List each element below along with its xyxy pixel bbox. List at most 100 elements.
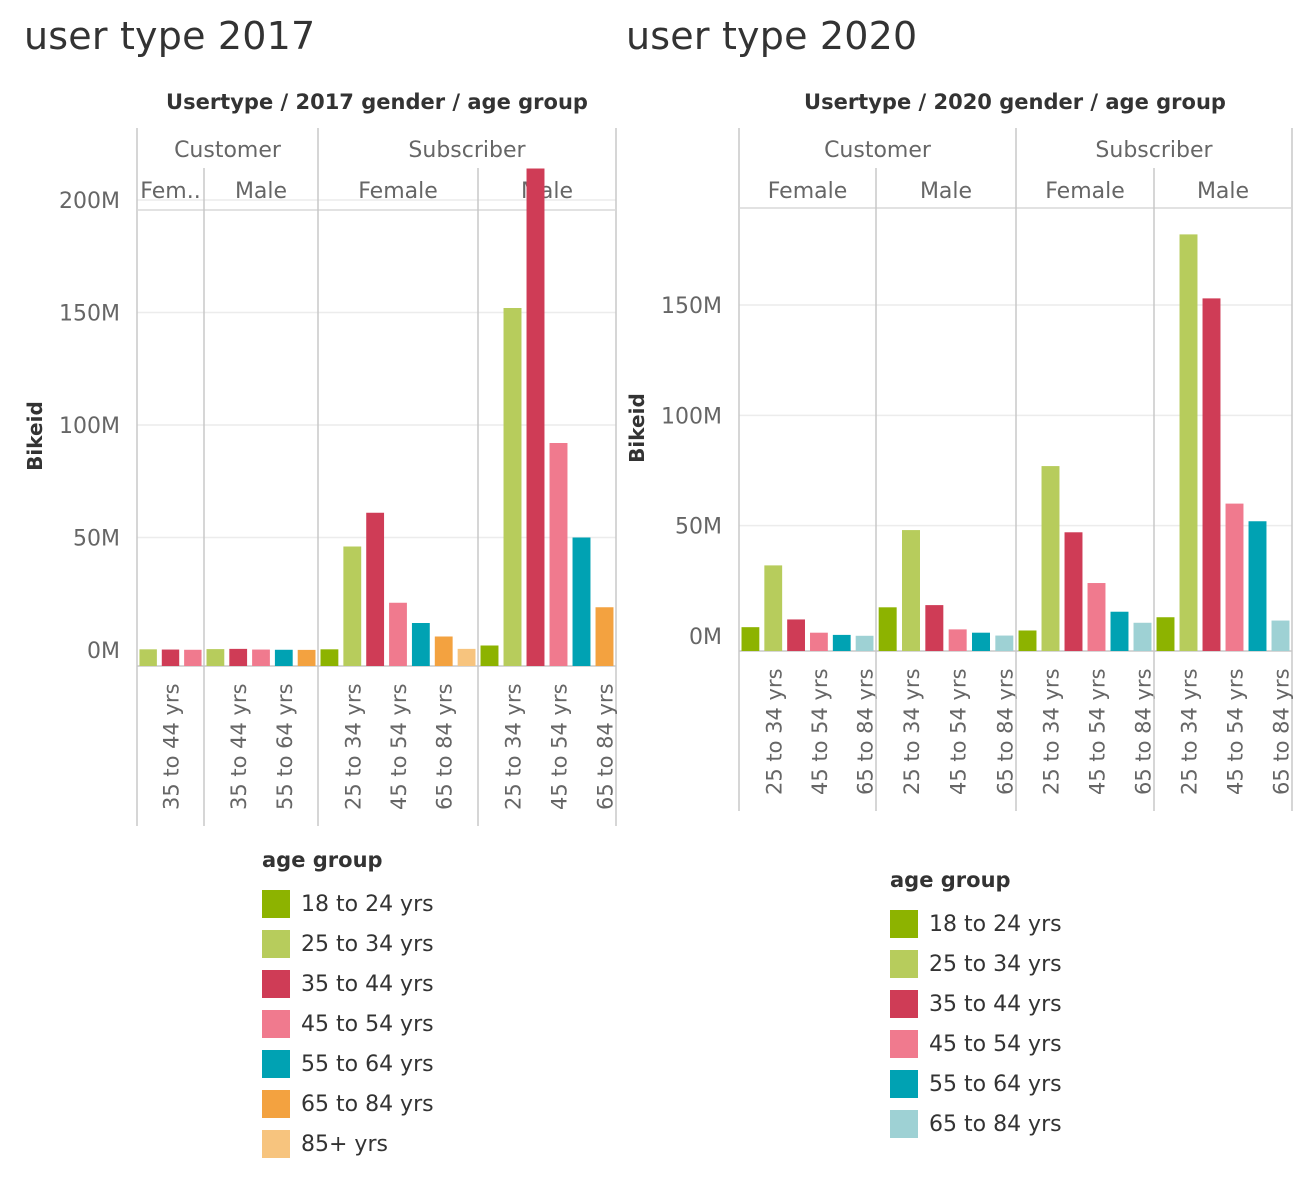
x-tick-label: 35 to 44 yrs: [227, 683, 251, 810]
bar: [480, 645, 499, 666]
bar: [902, 530, 920, 651]
y-tick-label: 200M: [59, 189, 120, 214]
y-tick-label: 150M: [59, 302, 120, 327]
chart-title-2020: user type 2020: [626, 14, 918, 58]
x-tick-label: 65 to 84 yrs: [993, 668, 1017, 795]
legend-swatch: [890, 1110, 918, 1138]
bar: [1202, 298, 1221, 651]
bar: [229, 648, 248, 666]
legend-item: 65 to 84 yrs: [262, 1084, 434, 1124]
bar: [526, 168, 545, 666]
bar: [925, 605, 944, 651]
bar: [297, 649, 316, 666]
bar: [206, 649, 225, 666]
legend-label: 85+ yrs: [301, 1131, 388, 1157]
x-tick-label: 25 to 34 yrs: [502, 683, 526, 810]
y-tick-label: 50M: [675, 515, 722, 540]
bar: [434, 636, 453, 666]
legend-swatch: [262, 930, 290, 958]
bar: [411, 623, 430, 666]
bar: [389, 602, 407, 666]
bar: [1179, 234, 1198, 652]
legend-swatch: [262, 970, 290, 998]
bar: [878, 607, 897, 651]
x-tick-label: 45 to 54 yrs: [387, 683, 411, 810]
legend-item: 65 to 84 yrs: [890, 1104, 1062, 1144]
legend-item: 35 to 44 yrs: [890, 984, 1062, 1024]
legend-item: 55 to 64 yrs: [890, 1064, 1062, 1104]
legend-label: 55 to 64 yrs: [929, 1071, 1062, 1097]
bar: [139, 649, 157, 666]
bar: [787, 619, 805, 651]
bar: [995, 635, 1014, 651]
x-tick-label: 25 to 34 yrs: [1040, 668, 1064, 795]
legend-swatch: [890, 1030, 918, 1058]
legend-item: 55 to 64 yrs: [262, 1044, 434, 1084]
gender-label: Fem..: [140, 179, 200, 204]
gender-label: Male: [1197, 179, 1249, 204]
legend-item: 85+ yrs: [262, 1124, 434, 1164]
x-tick-label: 45 to 54 yrs: [548, 683, 572, 810]
x-tick-label: 25 to 34 yrs: [900, 668, 924, 795]
bar: [572, 537, 591, 666]
y-tick-label: 100M: [59, 414, 120, 439]
usertype-label: Customer: [824, 138, 932, 163]
legend-label: 45 to 54 yrs: [301, 1011, 434, 1037]
header-title: Usertype / 2020 gender / age group: [804, 90, 1226, 114]
gender-label: Female: [1045, 179, 1125, 204]
y-tick-label: 50M: [73, 527, 120, 552]
gender-label: Male: [920, 179, 972, 204]
bar: [1018, 630, 1037, 651]
bar: [252, 649, 270, 666]
legend-label: 18 to 24 yrs: [301, 891, 434, 917]
legend-label: 35 to 44 yrs: [301, 971, 434, 997]
legend-swatch: [890, 950, 918, 978]
y-axis-label: Bikeid: [23, 401, 47, 471]
legend-title: age group: [262, 848, 383, 872]
y-tick-label: 0M: [87, 639, 120, 664]
legend-item: 18 to 24 yrs: [262, 884, 434, 924]
bar: [184, 649, 202, 666]
bar: [1087, 583, 1106, 651]
legend-item: 25 to 34 yrs: [262, 924, 434, 964]
bar: [832, 634, 851, 651]
bar: [457, 648, 476, 666]
legend-swatch: [262, 1050, 290, 1078]
legend-label: 18 to 24 yrs: [929, 911, 1062, 937]
usertype-label: Subscriber: [1095, 138, 1213, 163]
legend-label: 45 to 54 yrs: [929, 1031, 1062, 1057]
bar: [1110, 611, 1129, 651]
bar: [161, 649, 180, 666]
x-tick-label: 65 to 84 yrs: [433, 683, 457, 810]
legend-2020: age group 18 to 24 yrs 25 to 34 yrs 35 to …: [890, 868, 1062, 1144]
x-tick-label: 55 to 64 yrs: [273, 683, 297, 810]
x-tick-label: 25 to 34 yrs: [762, 668, 786, 795]
bar: [1064, 532, 1083, 651]
legend-label: 55 to 64 yrs: [301, 1051, 434, 1077]
bar: [274, 649, 293, 666]
legend-label: 65 to 84 yrs: [929, 1111, 1062, 1137]
x-tick-label: 65 to 84 yrs: [1132, 668, 1156, 795]
bar: [320, 649, 339, 666]
legend-label: 65 to 84 yrs: [301, 1091, 434, 1117]
y-tick-label: 100M: [661, 404, 722, 429]
y-tick-label: 0M: [689, 625, 722, 650]
legend-swatch: [890, 1070, 918, 1098]
x-tick-label: 45 to 54 yrs: [1086, 668, 1110, 795]
legend-items: 18 to 24 yrs 25 to 34 yrs 35 to 44 yrs 45 t…: [890, 904, 1062, 1144]
x-tick-label: 35 to 44 yrs: [160, 683, 184, 810]
legend-item: 45 to 54 yrs: [262, 1004, 434, 1044]
x-tick-label: 65 to 84 yrs: [854, 668, 878, 795]
bar: [948, 629, 967, 651]
gender-label: Male: [235, 179, 287, 204]
legend-title: age group: [890, 868, 1011, 892]
bar: [366, 512, 385, 666]
bar: [503, 308, 522, 666]
bar: [549, 443, 568, 666]
bar: [855, 635, 874, 651]
bar: [1225, 503, 1244, 651]
legend-swatch: [890, 990, 918, 1018]
x-tick-label: 45 to 54 yrs: [947, 668, 971, 795]
gender-label: Female: [768, 179, 848, 204]
